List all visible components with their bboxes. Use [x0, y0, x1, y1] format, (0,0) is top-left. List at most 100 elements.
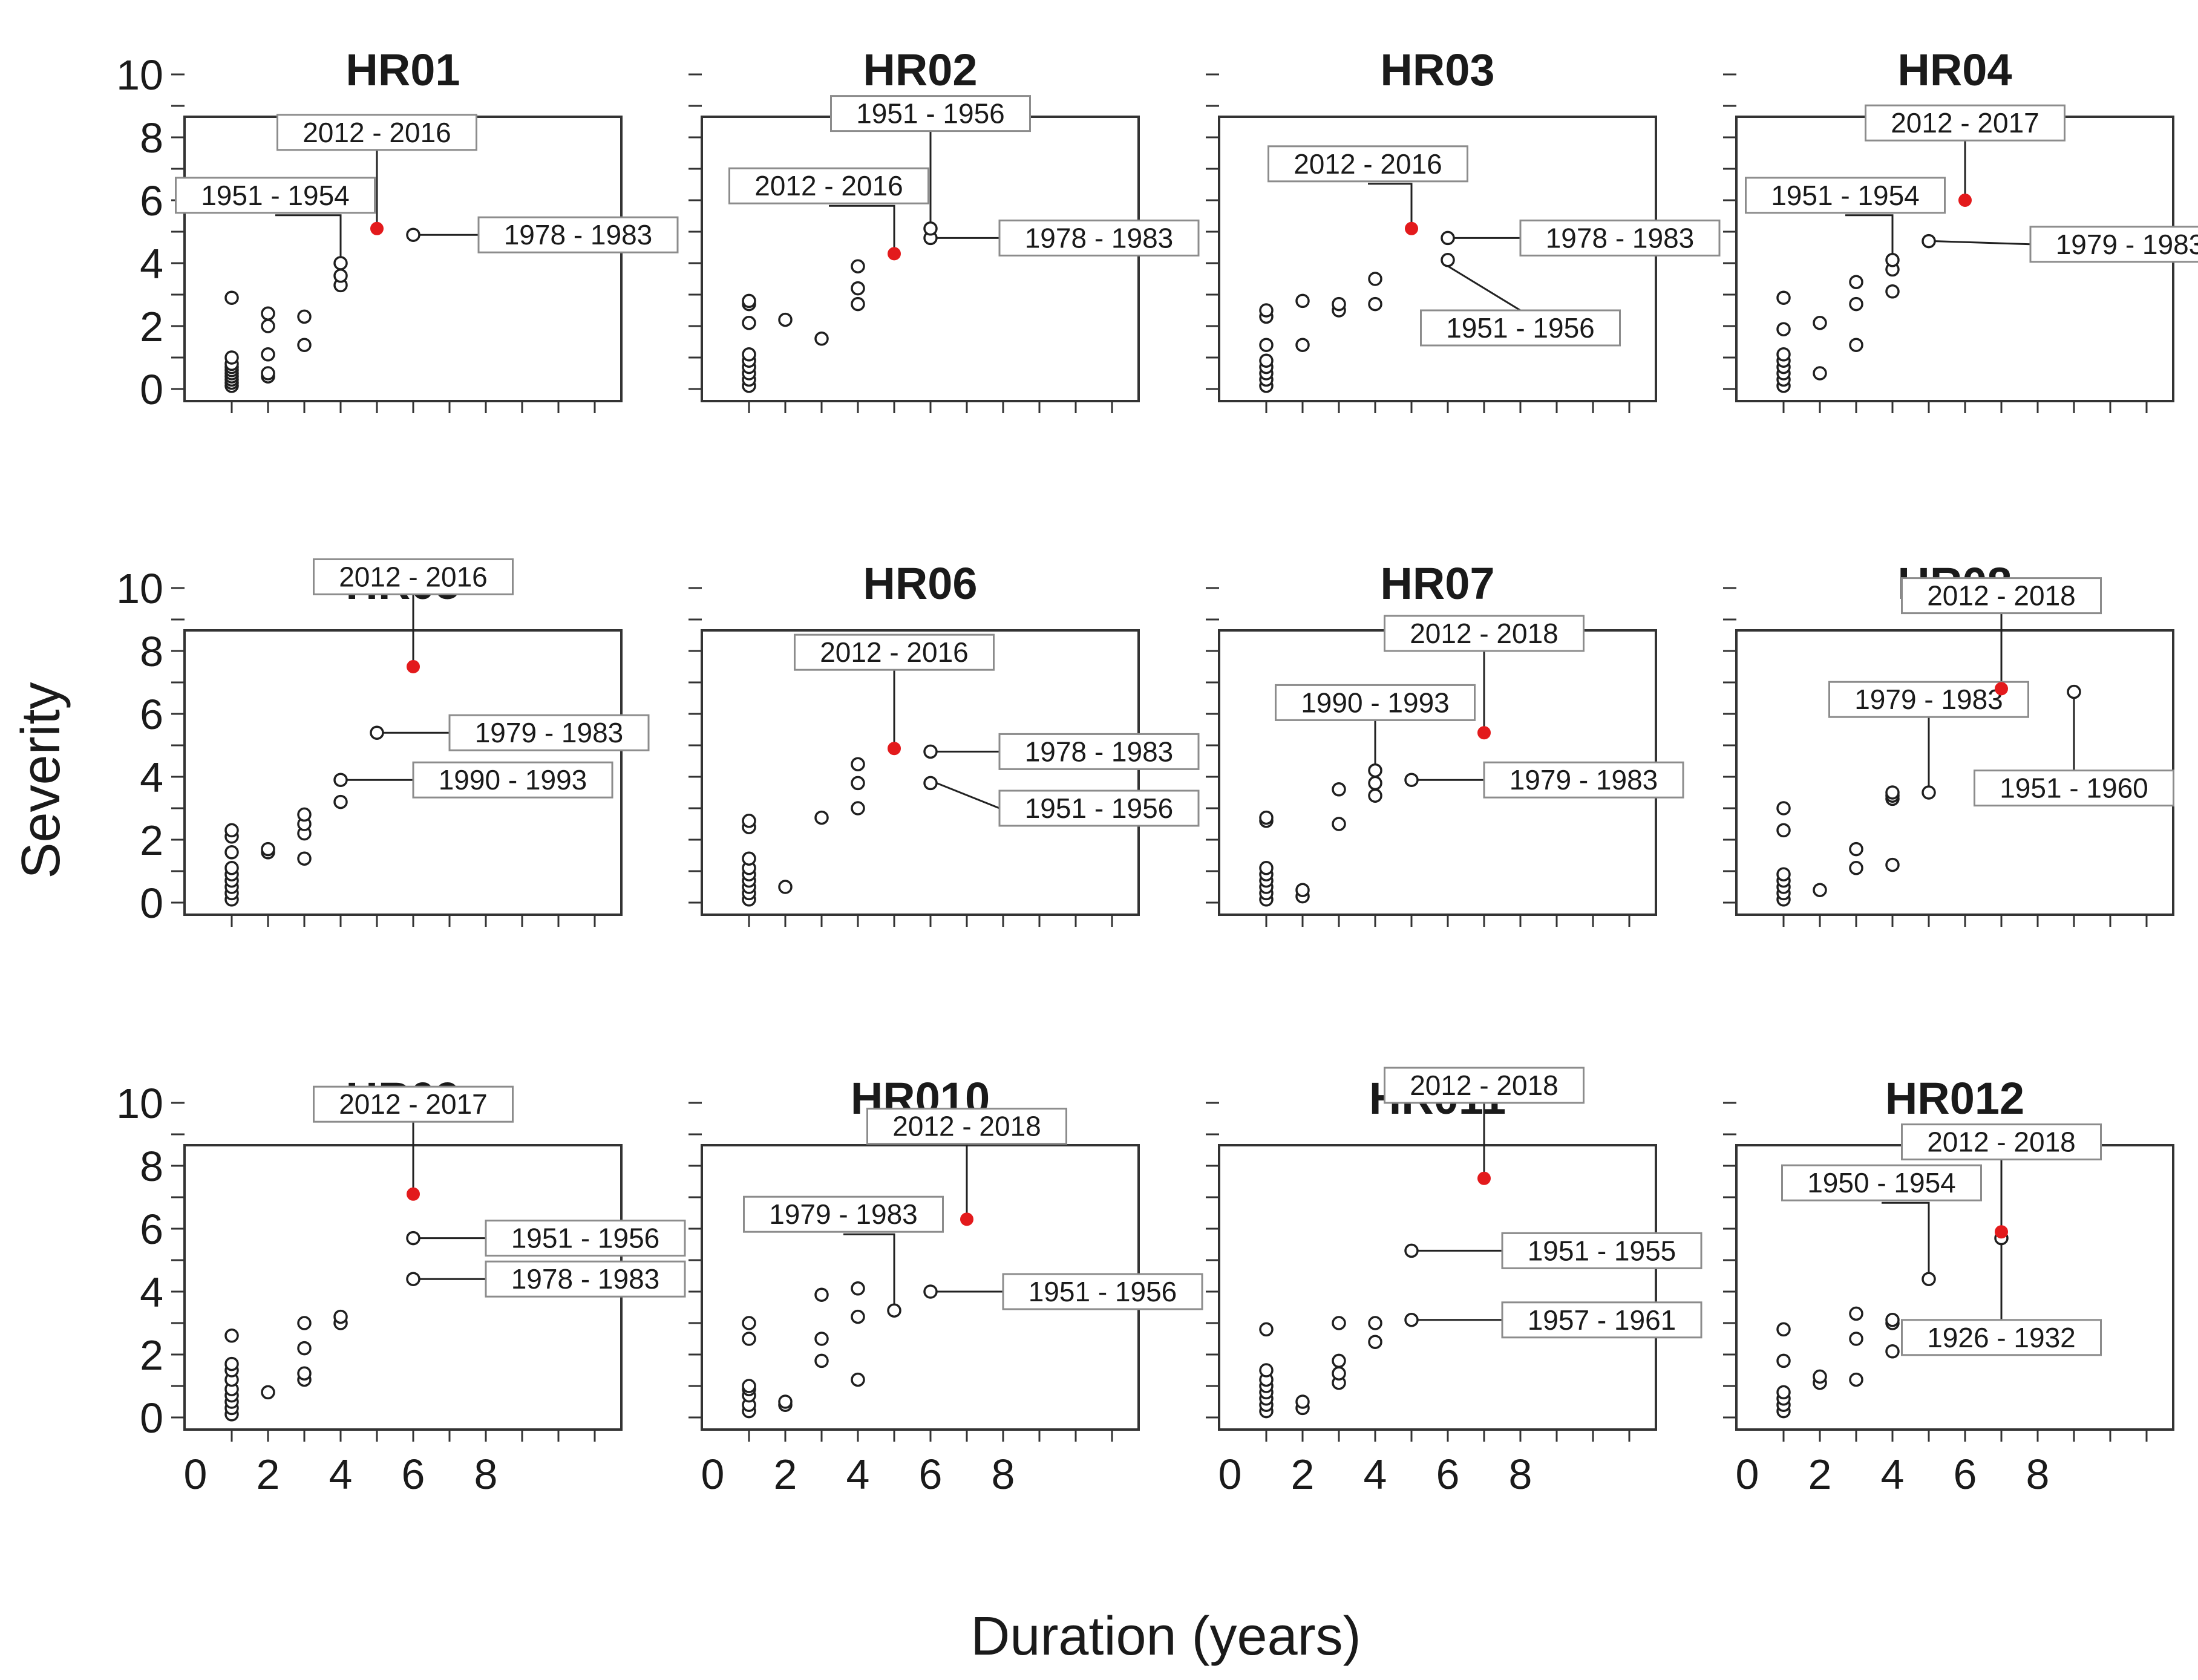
- annotation: 1990 - 1993: [1275, 684, 1476, 765]
- annotation-box: [998, 733, 1200, 770]
- data-point: [778, 1394, 793, 1409]
- data-point: [297, 338, 312, 352]
- annotation-label: 2012 - 2016: [303, 117, 451, 148]
- data-point: [1885, 284, 1900, 299]
- data-point: [224, 350, 239, 365]
- x-tick-label: 2: [1808, 1451, 1832, 1498]
- data-point: [1404, 1313, 1419, 1327]
- data-point: [851, 801, 865, 815]
- annotation-box: [1974, 770, 2174, 807]
- data-point: [1776, 1322, 1791, 1337]
- data-point: [261, 306, 275, 321]
- annotation: 2012 - 2016: [794, 633, 995, 743]
- data-point: [1849, 296, 1863, 312]
- data-point: [261, 347, 275, 362]
- y-tick-label: 2: [140, 1332, 163, 1379]
- data-point: [297, 1341, 312, 1356]
- annotation-label: 1951 - 1960: [2000, 773, 2148, 804]
- highlight-point: [888, 742, 901, 756]
- annotation-box: [998, 789, 1200, 827]
- panel-hr012: HR012 0 2 4 6 8 2012 - 2018 1950 - 1954 1926 - 1…: [1723, 1073, 2174, 1498]
- x-tick-label: 0: [1218, 1451, 1242, 1498]
- annotation-box: [1745, 177, 1946, 214]
- highlight-point: [888, 247, 901, 261]
- annotation-box: [830, 95, 1031, 132]
- data-point: [1813, 1369, 1827, 1384]
- x-tick-label: 4: [846, 1451, 870, 1498]
- panel-title: HR02: [863, 45, 977, 95]
- data-point: [1295, 338, 1310, 352]
- annotation-box: [276, 114, 477, 151]
- panel-hr02: HR02 2012 - 2016 1951 - 1956 1978 - 1983: [689, 45, 1200, 413]
- annotation: 2012 - 2016: [728, 167, 929, 248]
- data-point: [333, 269, 348, 283]
- annotation-label: 1978 - 1983: [1025, 736, 1174, 767]
- data-point: [1368, 788, 1382, 803]
- highlight-point: [1958, 194, 1972, 207]
- data-point: [1332, 1316, 1346, 1330]
- annotation: 1979 - 1983: [743, 1195, 944, 1305]
- data-point: [333, 794, 348, 809]
- data-point: [851, 1281, 865, 1296]
- annotation: 2012 - 2016: [1267, 145, 1468, 223]
- x-tick-label: 6: [1954, 1451, 1977, 1498]
- data-point: [333, 1309, 348, 1324]
- data-point: [1813, 366, 1827, 381]
- data-point: [224, 290, 239, 305]
- panel-title: HR012: [1885, 1073, 2024, 1123]
- data-point: [742, 316, 756, 330]
- data-point: [1776, 823, 1791, 838]
- annotation-label: 1979 - 1983: [1509, 764, 1658, 796]
- data-point: [1885, 857, 1900, 872]
- annotation: 1978 - 1983: [937, 219, 1200, 257]
- annotation: 1951 - 1956: [830, 95, 1031, 223]
- annotation-label: 2012 - 2016: [339, 561, 488, 592]
- annotation-box: [743, 1195, 944, 1233]
- data-point: [851, 259, 865, 273]
- x-tick-label: 8: [474, 1451, 498, 1498]
- data-point: [1295, 883, 1310, 897]
- data-point: [814, 1332, 829, 1346]
- annotation-box: [1865, 104, 2066, 142]
- data-point: [2067, 684, 2081, 699]
- annotation: 1978 - 1983: [419, 1260, 686, 1298]
- annotation-box: [175, 177, 376, 214]
- data-point: [224, 845, 239, 860]
- annotation: 1978 - 1983: [419, 216, 679, 253]
- annotation: 2012 - 2016: [313, 558, 514, 661]
- y-tick-label: 0: [140, 880, 163, 927]
- annotation-label: 1978 - 1983: [511, 1263, 660, 1295]
- data-point: [224, 823, 239, 838]
- data-point: [1295, 1394, 1310, 1409]
- annotation-label: 1951 - 1954: [1771, 180, 1920, 211]
- panel-hr07: HR07 2012 - 2018 1990 - 1993 1979 - 1983: [1206, 558, 1684, 927]
- data-point: [297, 851, 312, 866]
- annotation-box: [1483, 761, 1684, 799]
- data-point: [1922, 234, 1936, 249]
- annotation-box: [1901, 1319, 2102, 1356]
- data-point: [1776, 322, 1791, 336]
- highlight-point: [407, 660, 420, 673]
- x-tick-label: 6: [1436, 1451, 1460, 1498]
- annotation: 1926 - 1932: [1901, 1244, 2102, 1356]
- annotation-box: [728, 167, 929, 204]
- annotation: 1979 - 1983: [1418, 761, 1684, 799]
- data-point: [814, 1353, 829, 1368]
- data-point: [887, 1303, 901, 1318]
- data-point: [1776, 801, 1791, 815]
- leader-line: [829, 204, 895, 248]
- data-point: [224, 1356, 239, 1371]
- data-point: [406, 1231, 420, 1246]
- data-point: [297, 807, 312, 822]
- annotation-box: [866, 1108, 1067, 1145]
- data-point: [851, 776, 865, 791]
- data-point: [1368, 1316, 1382, 1330]
- data-point: [742, 293, 756, 309]
- annotation: 1979 - 1983: [1828, 681, 2029, 786]
- data-point: [1404, 1243, 1419, 1258]
- annotation-box: [1501, 1301, 1702, 1339]
- panel-hr06: HR06 2012 - 2016 1978 - 1983 1951 - 1956: [689, 558, 1200, 927]
- annotation-label: 1990 - 1993: [439, 764, 587, 796]
- annotation-label: 1990 - 1993: [1301, 687, 1450, 718]
- annotation-label: 2012 - 2017: [339, 1088, 488, 1120]
